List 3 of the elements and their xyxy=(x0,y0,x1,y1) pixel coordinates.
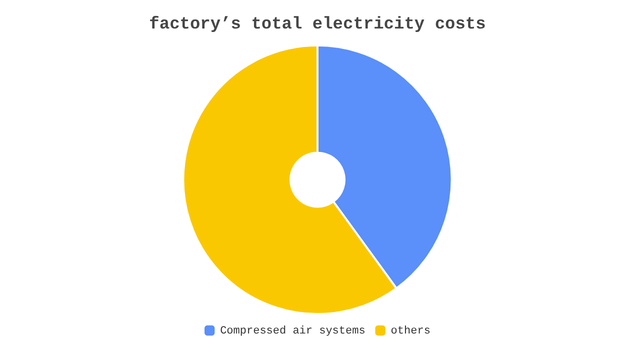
chart-title: factory’s total electricity costs xyxy=(149,15,486,34)
legend-label: others xyxy=(390,325,430,338)
legend-label: Compressed air systems xyxy=(220,325,366,338)
